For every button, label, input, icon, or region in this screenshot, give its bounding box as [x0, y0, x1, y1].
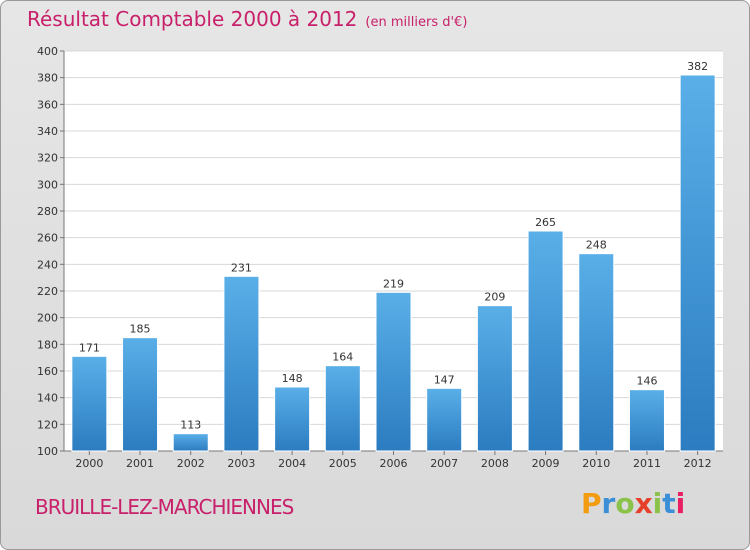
y-tick-label: 140 [37, 392, 58, 405]
x-tick-label: 2005 [329, 457, 357, 470]
data-label: 147 [434, 373, 455, 386]
title-main: Résultat Comptable 2000 à 2012 [27, 7, 358, 31]
logo-letter: o [615, 487, 635, 520]
bar [527, 230, 564, 452]
data-label: 185 [130, 323, 151, 336]
x-tick-label: 2012 [684, 457, 712, 470]
data-label: 148 [282, 372, 303, 385]
x-tick-label: 2011 [633, 457, 661, 470]
y-tick-label: 200 [37, 312, 58, 325]
bar [172, 433, 209, 452]
x-tick-label: 2000 [75, 457, 103, 470]
logo-letter: i [652, 487, 663, 520]
data-label: 113 [180, 419, 201, 432]
y-tick-label: 260 [37, 232, 58, 245]
commune-name: BRUILLE-LEZ-MARCHIENNES [35, 495, 294, 519]
bar [426, 387, 463, 452]
logo-letter: r [601, 487, 616, 520]
x-tick-label: 2002 [177, 457, 205, 470]
chart-title: Résultat Comptable 2000 à 2012 (en millie… [27, 7, 467, 31]
y-tick-label: 400 [37, 45, 58, 58]
bar [628, 389, 665, 452]
y-tick-label: 280 [37, 205, 58, 218]
bar [578, 253, 615, 452]
y-tick-label: 340 [37, 125, 58, 138]
data-label: 146 [636, 375, 657, 388]
x-tick-label: 2004 [278, 457, 306, 470]
bar [375, 291, 412, 452]
y-tick-label: 220 [37, 285, 58, 298]
title-unit: (en milliers d'€) [365, 15, 468, 30]
proxiti-logo: Proxiti [581, 487, 685, 520]
x-tick-label: 2001 [126, 457, 154, 470]
bar [122, 337, 159, 452]
bar [71, 355, 108, 452]
y-tick-label: 160 [37, 365, 58, 378]
x-tick-label: 2003 [227, 457, 255, 470]
x-tick-label: 2009 [532, 457, 560, 470]
y-tick-label: 320 [37, 152, 58, 165]
y-tick-label: 120 [37, 418, 58, 431]
logo-letter: i [675, 487, 686, 520]
data-label: 171 [79, 341, 100, 354]
logo-letter: x [634, 487, 653, 520]
x-tick-label: 2006 [380, 457, 408, 470]
data-label: 231 [231, 261, 252, 274]
bar [274, 386, 311, 452]
y-tick-label: 180 [37, 338, 58, 351]
data-label: 248 [586, 239, 607, 252]
y-tick-label: 300 [37, 178, 58, 191]
y-tick-label: 360 [37, 98, 58, 111]
bar [223, 275, 260, 452]
x-tick-label: 2008 [481, 457, 509, 470]
data-label: 164 [332, 351, 353, 364]
data-label: 265 [535, 216, 556, 229]
x-tick-label: 2010 [582, 457, 610, 470]
data-label: 219 [383, 277, 404, 290]
y-tick-label: 240 [37, 258, 58, 271]
logo-letter: P [581, 487, 602, 520]
x-tick-label: 2007 [430, 457, 458, 470]
data-label: 209 [484, 291, 505, 304]
y-tick-label: 100 [37, 445, 58, 458]
bar [679, 74, 716, 452]
y-tick-label: 380 [37, 72, 58, 85]
bar [476, 305, 513, 452]
data-label: 382 [687, 60, 708, 73]
logo-letter: t [662, 487, 676, 520]
bar [324, 365, 361, 452]
